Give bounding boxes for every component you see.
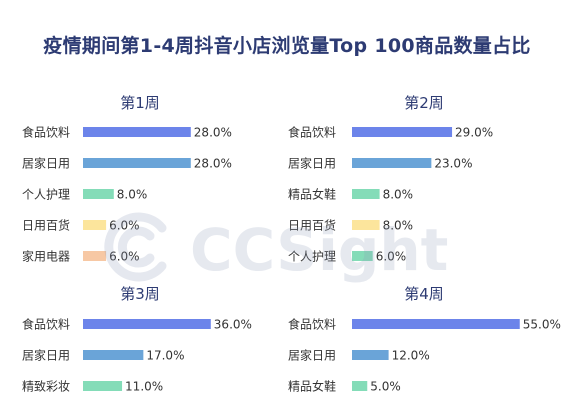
bar bbox=[83, 189, 114, 199]
value-label: 8.0% bbox=[117, 188, 148, 202]
value-label: 6.0% bbox=[376, 250, 407, 264]
bar bbox=[83, 158, 191, 168]
value-label: 28.0% bbox=[194, 157, 232, 171]
value-label: 5.0% bbox=[370, 380, 401, 394]
value-label: 12.0% bbox=[392, 349, 430, 363]
bar bbox=[352, 158, 432, 168]
value-label: 28.0% bbox=[194, 126, 232, 140]
panel-title-week1: 第1周 bbox=[120, 94, 160, 112]
watermark-text: CCSight bbox=[190, 216, 448, 284]
category-label: 食品饮料 bbox=[288, 125, 336, 140]
value-label: 36.0% bbox=[214, 318, 252, 332]
bar bbox=[83, 127, 191, 137]
category-label: 居家日用 bbox=[22, 156, 70, 171]
bar bbox=[352, 350, 389, 360]
value-label: 17.0% bbox=[146, 349, 184, 363]
category-label: 日用百货 bbox=[288, 218, 336, 233]
bar bbox=[352, 127, 453, 137]
bar bbox=[352, 220, 380, 230]
value-label: 55.0% bbox=[523, 318, 561, 332]
bar bbox=[83, 220, 107, 230]
bar bbox=[83, 381, 123, 391]
bar bbox=[352, 381, 368, 391]
bar bbox=[83, 251, 107, 261]
bar bbox=[83, 319, 211, 329]
panel-title-week4: 第4周 bbox=[404, 285, 444, 303]
category-label: 家用电器 bbox=[22, 249, 70, 264]
panel-title-week2: 第2周 bbox=[404, 94, 444, 112]
page-title: 疫情期间第1-4周抖音小店浏览量Top 100商品数量占比 bbox=[43, 35, 531, 57]
category-label: 个人护理 bbox=[288, 250, 336, 264]
category-label: 居家日用 bbox=[288, 156, 336, 171]
value-label: 11.0% bbox=[125, 380, 163, 394]
category-label: 食品饮料 bbox=[22, 317, 70, 332]
bar bbox=[352, 189, 380, 199]
panel-title-week3: 第3周 bbox=[120, 285, 160, 303]
bar bbox=[352, 319, 520, 329]
bar bbox=[83, 350, 144, 360]
value-label: 29.0% bbox=[455, 126, 493, 140]
value-label: 8.0% bbox=[383, 219, 414, 233]
value-label: 23.0% bbox=[434, 157, 472, 171]
category-label: 个人护理 bbox=[22, 188, 70, 202]
category-label: 居家日用 bbox=[22, 348, 70, 363]
bar bbox=[352, 251, 373, 261]
category-label: 日用百货 bbox=[22, 218, 70, 233]
value-label: 6.0% bbox=[109, 250, 140, 264]
category-label: 食品饮料 bbox=[288, 317, 336, 332]
value-label: 8.0% bbox=[383, 188, 414, 202]
category-label: 食品饮料 bbox=[22, 125, 70, 140]
category-label: 精致彩妆 bbox=[22, 380, 70, 394]
category-label: 精品女鞋 bbox=[288, 187, 336, 202]
value-label: 6.0% bbox=[109, 219, 140, 233]
category-label: 精品女鞋 bbox=[288, 379, 336, 394]
category-label: 居家日用 bbox=[288, 348, 336, 363]
